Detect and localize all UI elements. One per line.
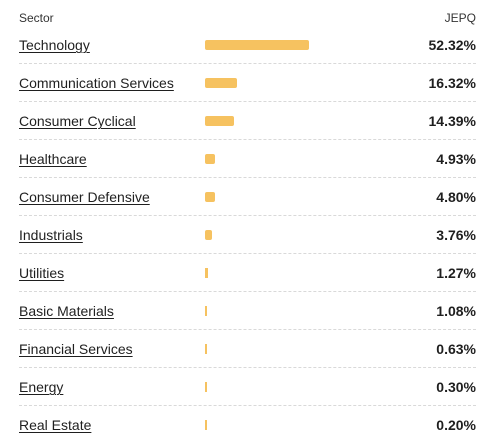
weight-value: 0.63%: [436, 341, 476, 357]
weight-bar-track: [205, 78, 405, 88]
table-header: Sector JEPQ: [19, 8, 476, 28]
sector-link-consumer-cyclical[interactable]: Consumer Cyclical: [19, 113, 136, 129]
weight-bar: [205, 78, 238, 88]
weight-bar-track: [205, 306, 405, 316]
weight-bar-track: [205, 154, 405, 164]
sector-column-header: Sector: [19, 11, 54, 25]
weight-bar: [205, 192, 215, 202]
weight-bar-track: [205, 268, 405, 278]
sector-link-utilities[interactable]: Utilities: [19, 265, 65, 281]
weight-bar-track: [205, 344, 405, 354]
table-row: Financial Services 0.63%: [19, 330, 476, 368]
table-row: Industrials 3.76%: [19, 216, 476, 254]
weight-value: 3.76%: [436, 227, 476, 243]
table-row: Consumer Defensive 4.80%: [19, 178, 476, 216]
sector-link-industrials[interactable]: Industrials: [19, 227, 83, 243]
weight-bar-track: [205, 116, 405, 126]
sector-link-technology[interactable]: Technology: [19, 37, 90, 53]
weight-bar: [205, 344, 207, 354]
weight-value: 16.32%: [428, 75, 476, 91]
table-row: Consumer Cyclical 14.39%: [19, 102, 476, 140]
weight-bar: [205, 116, 234, 126]
table-row: Technology 52.32%: [19, 26, 476, 64]
weight-bar-track: [205, 420, 405, 430]
sector-link-consumer-defensive[interactable]: Consumer Defensive: [19, 189, 150, 205]
sector-link-real-estate[interactable]: Real Estate: [19, 417, 92, 433]
weight-value: 0.30%: [436, 379, 476, 395]
sector-link-financial-services[interactable]: Financial Services: [19, 341, 133, 357]
weight-value: 0.20%: [436, 417, 476, 433]
weight-bar-track: [205, 192, 405, 202]
sector-link-healthcare[interactable]: Healthcare: [19, 151, 87, 167]
fund-column-header: JEPQ: [444, 11, 476, 25]
sector-link-communication-services[interactable]: Communication Services: [19, 75, 174, 91]
weight-bar: [205, 306, 208, 316]
weight-bar: [205, 154, 215, 164]
weight-bar-track: [205, 40, 405, 50]
table-row: Basic Materials 1.08%: [19, 292, 476, 330]
table-row: Utilities 1.27%: [19, 254, 476, 292]
weight-value: 14.39%: [428, 113, 476, 129]
weight-value: 52.32%: [428, 37, 476, 53]
weight-value: 1.08%: [436, 303, 476, 319]
table-row: Real Estate 0.20%: [19, 406, 476, 444]
table-row: Energy 0.30%: [19, 368, 476, 406]
table-row: Healthcare 4.93%: [19, 140, 476, 178]
weight-bar: [205, 420, 207, 430]
weight-value: 4.93%: [436, 151, 476, 167]
sector-rows: Technology 52.32% Communication Services…: [19, 26, 476, 444]
weight-bar: [205, 268, 208, 278]
sector-link-basic-materials[interactable]: Basic Materials: [19, 303, 114, 319]
weight-value: 4.80%: [436, 189, 476, 205]
weight-bar-track: [205, 230, 405, 240]
table-row: Communication Services 16.32%: [19, 64, 476, 102]
weight-value: 1.27%: [436, 265, 476, 281]
weight-bar: [205, 230, 213, 240]
weight-bar: [205, 382, 207, 392]
weight-bar-track: [205, 382, 405, 392]
sector-link-energy[interactable]: Energy: [19, 379, 64, 395]
weight-bar: [205, 40, 309, 50]
